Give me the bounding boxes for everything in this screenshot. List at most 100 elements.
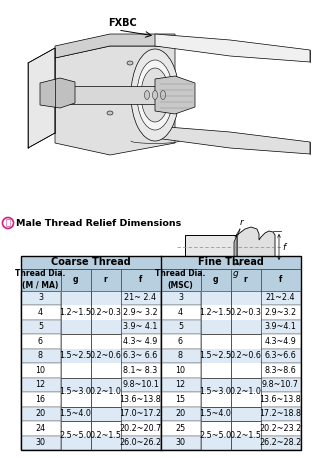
- Text: 1.5~4.0: 1.5~4.0: [60, 409, 91, 418]
- Text: 0.2~1.0: 0.2~1.0: [230, 387, 261, 397]
- Text: 10: 10: [176, 366, 186, 375]
- Bar: [60, 377, 91, 392]
- Bar: [201, 320, 230, 334]
- Text: 2.9~3.2: 2.9~3.2: [265, 308, 297, 317]
- Bar: [60, 334, 91, 377]
- Text: 1.5~3.0: 1.5~3.0: [200, 387, 231, 397]
- Text: 4: 4: [38, 308, 43, 317]
- Bar: [91, 334, 120, 349]
- Bar: [230, 349, 261, 363]
- Bar: [60, 392, 91, 407]
- Bar: [21, 349, 60, 363]
- Bar: [201, 392, 230, 407]
- Bar: [261, 363, 300, 377]
- Bar: [60, 436, 91, 450]
- Bar: [201, 377, 230, 407]
- Bar: [230, 407, 261, 421]
- Bar: [21, 421, 60, 436]
- Polygon shape: [55, 34, 175, 58]
- Bar: [230, 334, 261, 377]
- Text: 3: 3: [38, 293, 43, 302]
- Bar: [60, 290, 91, 305]
- Text: 0.2~0.6: 0.2~0.6: [230, 351, 261, 360]
- Bar: [21, 256, 300, 450]
- Text: 9.8~10.7: 9.8~10.7: [262, 380, 299, 389]
- Bar: [160, 256, 300, 268]
- Bar: [91, 407, 120, 421]
- Bar: [120, 377, 160, 392]
- Text: 16: 16: [36, 395, 46, 404]
- Bar: [120, 290, 160, 305]
- Bar: [261, 268, 300, 290]
- Bar: [120, 363, 160, 377]
- Bar: [230, 407, 261, 421]
- Text: 13.6~13.8: 13.6~13.8: [120, 395, 161, 404]
- Text: 8: 8: [38, 351, 43, 360]
- Bar: [21, 392, 60, 407]
- Text: Ⓣ: Ⓣ: [5, 218, 11, 228]
- Bar: [21, 407, 60, 421]
- Text: 6: 6: [178, 337, 183, 346]
- Text: f: f: [139, 275, 142, 284]
- Bar: [120, 334, 160, 349]
- Bar: [21, 363, 60, 377]
- Bar: [201, 407, 230, 421]
- Text: Male Thread Relief Dimensions: Male Thread Relief Dimensions: [16, 218, 181, 228]
- Text: 0.2~1.5: 0.2~1.5: [230, 431, 262, 440]
- Text: f: f: [282, 242, 285, 251]
- Text: FXBC: FXBC: [108, 18, 137, 28]
- Text: 26.0~26.2: 26.0~26.2: [119, 438, 161, 447]
- Bar: [201, 305, 230, 320]
- Text: 0.2~1.0: 0.2~1.0: [90, 387, 121, 397]
- Bar: [91, 290, 120, 305]
- Text: 0.2~0.3: 0.2~0.3: [90, 308, 121, 317]
- Bar: [91, 392, 120, 407]
- Bar: [230, 436, 261, 450]
- Bar: [230, 377, 261, 407]
- Polygon shape: [155, 76, 195, 114]
- Bar: [230, 320, 261, 334]
- Text: 4.3~ 4.9: 4.3~ 4.9: [123, 337, 158, 346]
- Bar: [60, 305, 91, 320]
- Bar: [230, 334, 261, 349]
- Bar: [160, 305, 201, 320]
- Bar: [230, 392, 261, 407]
- Bar: [21, 256, 160, 268]
- Polygon shape: [55, 46, 175, 155]
- Text: 2.9~ 3.2: 2.9~ 3.2: [123, 308, 158, 317]
- Text: 25: 25: [175, 424, 186, 433]
- Bar: [201, 421, 230, 436]
- Bar: [91, 290, 120, 334]
- Bar: [60, 407, 91, 421]
- Polygon shape: [155, 34, 310, 62]
- Text: 3: 3: [178, 293, 183, 302]
- Bar: [91, 363, 120, 377]
- Text: 20.2~20.7: 20.2~20.7: [119, 424, 162, 433]
- Bar: [201, 334, 230, 349]
- Bar: [91, 377, 120, 392]
- Bar: [91, 436, 120, 450]
- Bar: [120, 421, 160, 436]
- Bar: [120, 392, 160, 407]
- Bar: [120, 320, 160, 334]
- Text: 3.9~4.1: 3.9~4.1: [265, 322, 296, 331]
- Bar: [201, 436, 230, 450]
- Bar: [261, 290, 300, 305]
- Bar: [201, 349, 230, 363]
- Text: g: g: [73, 275, 78, 284]
- Bar: [201, 392, 230, 407]
- Text: 20.2~23.2: 20.2~23.2: [259, 424, 302, 433]
- Bar: [201, 421, 230, 436]
- Bar: [120, 305, 160, 320]
- Bar: [160, 421, 201, 436]
- Bar: [60, 290, 91, 305]
- Bar: [261, 334, 300, 349]
- Text: 9.8~10.1: 9.8~10.1: [122, 380, 159, 389]
- Bar: [60, 334, 91, 349]
- Bar: [60, 349, 91, 363]
- Bar: [230, 268, 261, 290]
- Bar: [230, 377, 261, 392]
- Bar: [60, 377, 91, 407]
- Bar: [60, 290, 91, 334]
- Bar: [60, 268, 91, 290]
